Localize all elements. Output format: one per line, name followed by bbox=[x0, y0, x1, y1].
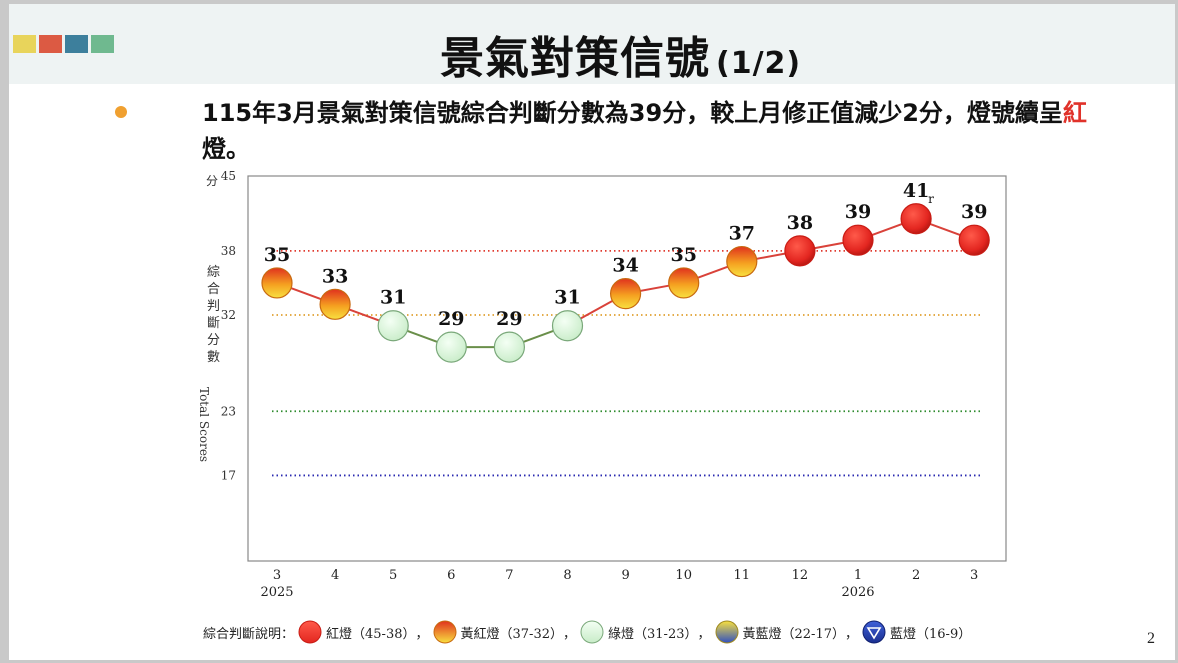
signal-point bbox=[610, 278, 642, 310]
signal-point bbox=[726, 245, 758, 278]
legend-separator: ， bbox=[415, 626, 429, 642]
legend-separator: ， bbox=[697, 626, 711, 642]
signal-point bbox=[668, 267, 700, 299]
legend-separator: ， bbox=[845, 626, 859, 642]
legend-item-yellow-blue: 黃藍燈（22-17）， bbox=[711, 620, 859, 644]
legend-label: 藍燈（16-9） bbox=[890, 626, 972, 642]
x-tick-label: 7 bbox=[505, 568, 513, 583]
legend-item-blue: 藍燈（16-9） bbox=[858, 620, 971, 644]
x-tick-label: 4 bbox=[331, 568, 339, 583]
point-value-label: 29 bbox=[496, 308, 522, 330]
legend-swatch-green-icon bbox=[580, 620, 604, 644]
y-tick-label: 32 bbox=[221, 308, 236, 322]
y-tick-label: 23 bbox=[221, 404, 236, 418]
y-axis-label-char: 合 bbox=[207, 282, 220, 297]
x-year-label: 2026 bbox=[841, 585, 874, 600]
page-number: 2 bbox=[1147, 630, 1155, 647]
legend-item-green: 綠燈（31-23）， bbox=[576, 620, 711, 644]
x-tick-label: 3 bbox=[970, 568, 978, 583]
point-value-label: 35 bbox=[670, 244, 696, 266]
y-axis-label-en: Total Scores bbox=[197, 387, 211, 462]
point-value-label: 37 bbox=[729, 223, 755, 245]
page-title-text: 景氣對策信號 bbox=[440, 33, 710, 84]
signal-point bbox=[261, 267, 293, 299]
header-color-squares bbox=[13, 35, 114, 53]
point-value-label: 29 bbox=[438, 308, 464, 330]
legend-prefix: 綜合判斷說明： bbox=[203, 626, 295, 642]
summary-text: 115年3月景氣對策信號綜合判斷分數為39分，較上月修正值減少2分，燈號續呈紅燈… bbox=[202, 95, 1132, 167]
point-value-label: 31 bbox=[554, 287, 580, 309]
y-axis-label-char: 斷 bbox=[207, 316, 220, 331]
y-axis-label-char: 判 bbox=[207, 299, 220, 314]
x-tick-label: 10 bbox=[675, 568, 692, 583]
y-axis-label-cjk: 綜合判斷分數 bbox=[207, 265, 220, 365]
summary-part1: 115年3月景氣對策信號綜合判斷分數為39分，較上月修正值減少2分，燈號續呈 bbox=[202, 99, 1063, 127]
point-value-label: 35 bbox=[264, 244, 290, 266]
x-tick-label: 6 bbox=[447, 568, 455, 583]
signal-point bbox=[319, 288, 351, 320]
point-value-label: 33 bbox=[322, 265, 348, 287]
point-value-label: 39 bbox=[961, 201, 987, 223]
signal-point bbox=[784, 235, 816, 267]
legend-swatch-yellow-blue-icon bbox=[715, 620, 739, 644]
score-series: 35 33 31 29 29 31 34 35 37 38 39 41 39 r bbox=[261, 180, 990, 363]
header-band bbox=[9, 4, 1175, 84]
summary-red-word: 紅 bbox=[1062, 99, 1087, 127]
header-square-green bbox=[91, 35, 114, 53]
legend-label: 綠燈（31-23） bbox=[608, 626, 698, 642]
signal-point bbox=[377, 310, 409, 342]
signal-point bbox=[435, 331, 467, 363]
header-square-yellow bbox=[13, 35, 36, 53]
legend-swatch-red-icon bbox=[298, 620, 322, 644]
x-tick-label: 9 bbox=[621, 568, 629, 583]
x-tick-label: 12 bbox=[792, 568, 809, 583]
y-axis-label-char: 綜 bbox=[207, 265, 220, 280]
signal-point bbox=[900, 203, 932, 235]
y-tick-label: 45 bbox=[221, 169, 236, 183]
y-tick-label: 38 bbox=[221, 244, 236, 258]
signal-point bbox=[551, 310, 584, 342]
x-tick-label: 2 bbox=[912, 568, 920, 583]
signal-point bbox=[842, 224, 874, 256]
signal-point bbox=[493, 331, 525, 363]
legend-swatch-yellow-red-icon bbox=[433, 620, 457, 644]
x-tick-label: 11 bbox=[734, 568, 751, 583]
plot-border bbox=[247, 175, 1007, 562]
y-axis-label-char: 數 bbox=[207, 350, 220, 365]
header-square-red bbox=[39, 35, 62, 53]
point-value-label: 39 bbox=[845, 201, 871, 223]
x-tick-label: 3 bbox=[273, 568, 281, 583]
header-square-blue bbox=[65, 35, 88, 53]
signal-point bbox=[958, 224, 990, 256]
point-value-label: 31 bbox=[380, 287, 406, 309]
x-year-label: 2025 bbox=[260, 585, 293, 600]
bullet-dot bbox=[115, 106, 127, 118]
legend-item-red: 紅燈（45-38）， bbox=[294, 620, 429, 644]
legend-swatch-blue-icon bbox=[862, 620, 886, 644]
legend-item-yellow-red: 黃紅燈（37-32）， bbox=[429, 620, 577, 644]
point-value-label: 34 bbox=[612, 255, 638, 277]
y-axis-label-char: 分 bbox=[207, 333, 220, 348]
page-title: 景氣對策信號 (1/2) bbox=[440, 22, 801, 86]
x-tick-label: 5 bbox=[389, 568, 397, 583]
legend-label: 黃藍燈（22-17） bbox=[742, 626, 845, 642]
chart-legend: 綜合判斷說明： 紅燈（45-38），黃紅燈（37-32），綠燈（31-23），黃… bbox=[203, 620, 971, 644]
legend-separator: ， bbox=[563, 626, 577, 642]
point-value-label: 41 bbox=[903, 180, 929, 202]
legend-label: 紅燈（45-38） bbox=[326, 626, 416, 642]
point-value-label: 38 bbox=[787, 212, 813, 234]
y-tick-label: 17 bbox=[221, 468, 236, 482]
legend-label: 黃紅燈（37-32） bbox=[460, 626, 563, 642]
x-tick-label: 8 bbox=[563, 568, 571, 583]
y-unit-label: 分 bbox=[206, 174, 218, 188]
revised-marker: r bbox=[928, 192, 934, 206]
summary-part2: 燈。 bbox=[202, 135, 250, 163]
page-title-sub: (1/2) bbox=[716, 46, 802, 81]
x-tick-label: 1 bbox=[854, 568, 862, 583]
